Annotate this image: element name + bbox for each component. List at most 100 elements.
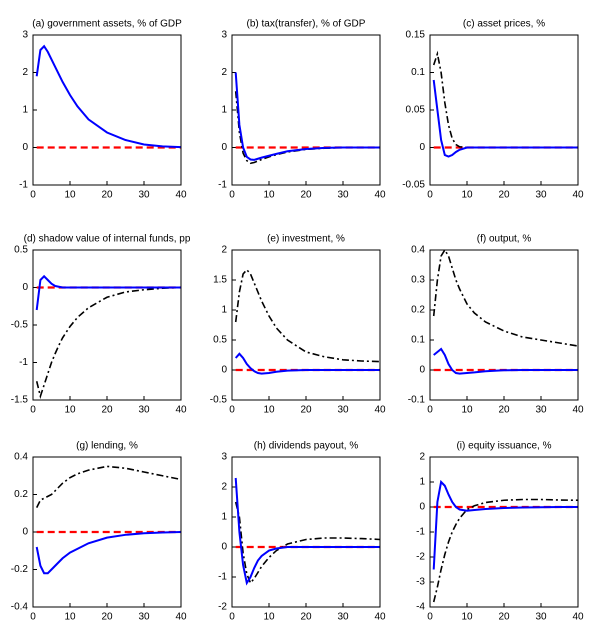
x-tick-label: 40 (374, 405, 386, 416)
x-tick-label: 0 (427, 612, 433, 623)
y-tick-label: -0.5 (210, 395, 228, 406)
chart-title: (c) asset prices, % (463, 19, 545, 30)
x-tick-label: 0 (427, 405, 433, 416)
x-tick-label: 20 (101, 612, 113, 623)
panel: (g) lending, % -0.4 -0.2 0 0.2 0.4 0 10 20 30 40 (11, 441, 187, 623)
y-tick-label: 0 (419, 502, 425, 513)
series-line (432, 79, 578, 158)
y-tick-label: 0.1 (411, 67, 425, 78)
x-tick-label: 0 (229, 405, 235, 416)
x-tick-label: 0 (30, 612, 36, 623)
x-tick-label: 10 (461, 612, 473, 623)
y-tick-label: 2 (22, 67, 28, 78)
x-tick-label: 40 (572, 405, 584, 416)
series-line (433, 347, 578, 375)
y-tick-label: 0.2 (14, 489, 28, 500)
y-tick-label: -1.5 (11, 395, 29, 406)
plot-frame (231, 249, 381, 401)
series-line (234, 91, 380, 165)
x-tick-label: 0 (427, 190, 433, 201)
chart-title: (b) tax(transfer), % of GDP (247, 19, 366, 30)
x-tick-label: 0 (30, 190, 36, 201)
y-tick-label: 2 (221, 245, 227, 256)
y-tick-label: -0.5 (11, 320, 29, 331)
x-tick-label: 30 (337, 190, 349, 201)
chart-title: (a) government assets, % of GDP (32, 19, 182, 30)
x-tick-label: 10 (263, 190, 275, 201)
x-tick-label: 20 (498, 405, 510, 416)
y-tick-label: -2 (218, 602, 227, 613)
y-tick-label: 1 (419, 477, 425, 488)
y-tick-label: 1 (22, 105, 28, 116)
x-tick-label: 40 (374, 612, 386, 623)
y-tick-label: 1 (221, 512, 227, 523)
series-line (234, 477, 380, 586)
x-tick-label: 30 (535, 612, 547, 623)
x-tick-label: 10 (263, 612, 275, 623)
chart-title: (f) output, % (477, 234, 532, 245)
y-tick-label: 0 (22, 142, 28, 153)
x-tick-label: 0 (229, 612, 235, 623)
y-tick-label: -1 (218, 180, 227, 191)
chart-title: (d) shadow value of internal funds, pp (24, 234, 191, 245)
y-tick-label: -4 (416, 602, 425, 613)
series-line (234, 72, 380, 161)
x-tick-label: 20 (498, 190, 510, 201)
y-tick-label: 3 (22, 30, 28, 41)
x-tick-label: 10 (64, 190, 76, 201)
y-tick-label: 1 (221, 305, 227, 316)
plot-frame (32, 456, 182, 608)
y-tick-label: -0.2 (11, 564, 29, 575)
y-tick-label: -2 (416, 552, 425, 563)
series-line (35, 286, 181, 400)
x-tick-label: 40 (572, 612, 584, 623)
x-tick-label: 40 (175, 405, 187, 416)
x-tick-label: 20 (101, 190, 113, 201)
series-line (432, 479, 578, 570)
x-tick-label: 10 (263, 405, 275, 416)
x-tick-label: 10 (461, 405, 473, 416)
x-tick-label: 0 (229, 190, 235, 201)
panel: (f) output, %-0.100.10.20.30.40 10 20 30 40 (408, 234, 584, 416)
chart-title: (e) investment, % (267, 234, 345, 245)
x-tick-label: 30 (138, 190, 150, 201)
series-line (35, 465, 181, 508)
x-tick-label: 10 (64, 405, 76, 416)
x-tick-label: 30 (337, 405, 349, 416)
chart-title: (i) equity issuance, % (456, 441, 551, 452)
chart-title: (g) lending, % (76, 441, 138, 452)
y-tick-label: -1 (218, 572, 227, 583)
plot-frame (231, 34, 381, 186)
y-tick-label: 0.4 (14, 452, 28, 463)
y-tick-label: 0 (221, 542, 227, 553)
y-tick-label: -0.1 (408, 395, 426, 406)
x-tick-label: 20 (498, 612, 510, 623)
y-tick-label: 0.2 (411, 305, 425, 316)
x-tick-label: 30 (138, 612, 150, 623)
y-tick-label: 0 (419, 142, 425, 153)
y-tick-label: 2 (221, 482, 227, 493)
y-tick-label: 0.1 (411, 335, 425, 346)
y-tick-label: -1 (416, 527, 425, 538)
y-tick-label: -3 (416, 577, 425, 588)
y-tick-label: 3 (221, 452, 227, 463)
plot-frame (429, 249, 579, 401)
series-line (432, 50, 578, 149)
y-tick-label: -0.05 (402, 180, 425, 191)
series-line (432, 250, 578, 347)
x-tick-label: 10 (461, 190, 473, 201)
series-line (432, 498, 578, 603)
y-tick-label: -1 (19, 357, 28, 368)
plot-frame (429, 34, 579, 186)
y-tick-label: -1 (19, 180, 28, 191)
y-tick-label: 0 (221, 365, 227, 376)
y-tick-label: 0.05 (406, 105, 426, 116)
series-line (234, 352, 380, 375)
y-tick-label: 1.5 (213, 275, 227, 286)
